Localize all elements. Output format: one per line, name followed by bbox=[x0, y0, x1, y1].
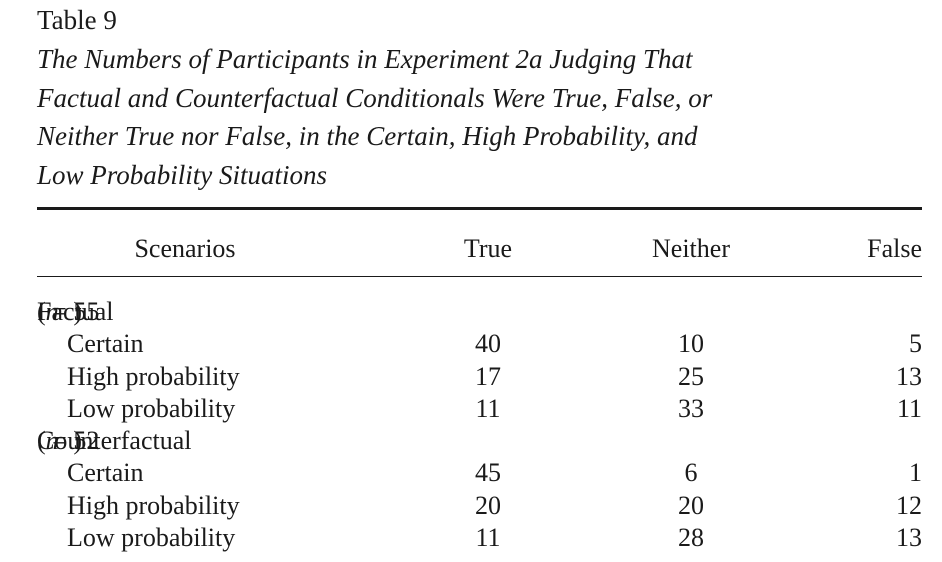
cell-true: 17 bbox=[475, 361, 501, 391]
group-name: Counterfactual bbox=[37, 426, 192, 456]
table-header-row: Scenarios True Neither False bbox=[37, 233, 922, 265]
cell-true: 11 bbox=[475, 523, 501, 553]
row-label: Certain bbox=[67, 458, 144, 488]
cell-false: 12 bbox=[896, 490, 922, 520]
cell-neither: 6 bbox=[684, 458, 698, 488]
cell-neither: 25 bbox=[678, 361, 704, 391]
group-row-factual: Factual (n = 55) bbox=[37, 296, 922, 328]
table-label: Table 9 bbox=[37, 5, 117, 35]
group-label: Factual (n = 55) bbox=[37, 297, 114, 326]
cell-false: 13 bbox=[896, 523, 922, 553]
table-row: Certain 40 10 5 bbox=[37, 328, 922, 360]
n-value: 55 bbox=[73, 297, 100, 326]
cell-false: 11 bbox=[896, 393, 922, 423]
cell-neither: 28 bbox=[678, 523, 704, 553]
cell-false: 13 bbox=[896, 361, 922, 391]
row-label: Certain bbox=[67, 329, 144, 359]
table-row: High probability 20 20 12 bbox=[37, 490, 922, 522]
cell-true: 45 bbox=[475, 458, 501, 488]
n-symbol: n bbox=[45, 426, 59, 456]
cell-neither: 20 bbox=[678, 490, 704, 520]
row-label: Low probability bbox=[67, 523, 236, 553]
table-row: Low probability 11 28 13 bbox=[37, 522, 922, 554]
cell-false: 1 bbox=[909, 458, 922, 488]
cell-true: 20 bbox=[475, 490, 501, 520]
column-header-false: False bbox=[867, 234, 922, 263]
cell-neither: 33 bbox=[678, 393, 704, 423]
group-row-counterfactual: Counterfactual (n = 52) bbox=[37, 425, 922, 457]
caption-line: The Numbers of Participants in Experimen… bbox=[37, 44, 693, 74]
cell-neither: 10 bbox=[678, 329, 704, 359]
cell-false: 5 bbox=[909, 329, 922, 359]
caption-line: Low Probability Situations bbox=[37, 159, 328, 190]
cell-true: 40 bbox=[475, 329, 501, 359]
column-header-scenarios: Scenarios bbox=[134, 234, 236, 263]
row-label: Low probability bbox=[67, 393, 236, 423]
row-label: High probability bbox=[67, 490, 240, 520]
table-row: Certain 45 6 1 bbox=[37, 457, 922, 489]
table-header-rule bbox=[37, 276, 922, 277]
table-caption: The Numbers of Participants in Experimen… bbox=[37, 40, 922, 194]
caption-line: Neither True nor False, in the Certain, … bbox=[37, 121, 698, 151]
table-row: High probability 17 25 13 bbox=[37, 361, 922, 393]
n-value: 52 bbox=[73, 426, 100, 456]
table-row: Low probability 11 33 11 bbox=[37, 393, 922, 425]
group-name: Factual bbox=[37, 297, 114, 326]
table-body: Factual (n = 55) Certain 40 10 5 High pr… bbox=[37, 296, 922, 554]
n-symbol: n bbox=[45, 297, 59, 326]
column-header-true: True bbox=[463, 234, 513, 263]
row-label: High probability bbox=[67, 361, 240, 391]
cell-true: 11 bbox=[475, 393, 501, 423]
table-top-rule bbox=[37, 207, 922, 210]
caption-line: Factual and Counterfactual Conditionals … bbox=[37, 82, 713, 113]
group-label: Counterfactual (n = 52) bbox=[37, 426, 192, 456]
column-header-neither: Neither bbox=[652, 234, 730, 263]
